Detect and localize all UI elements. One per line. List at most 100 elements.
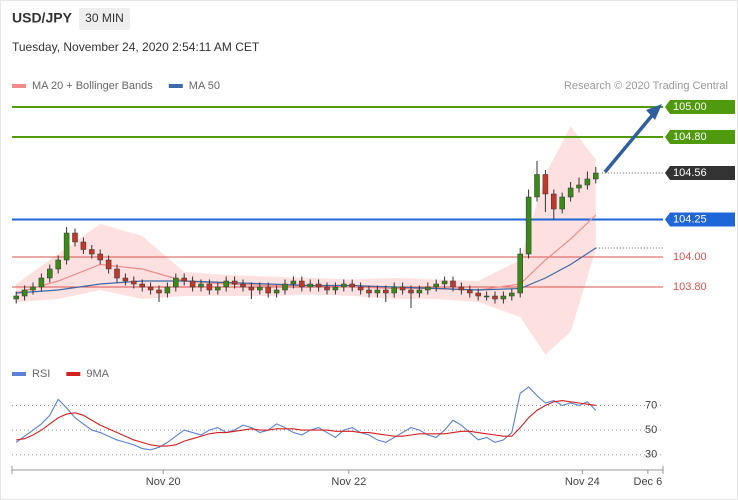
candle-body (55, 259, 61, 270)
forecast-arrow (603, 110, 657, 174)
candle-body (223, 280, 229, 288)
legend-swatch (12, 372, 26, 376)
candle-body (13, 295, 19, 300)
candle-body (408, 289, 414, 294)
candle-body (198, 283, 204, 288)
x-tick-label: Dec 6 (634, 476, 663, 488)
symbol: USD/JPY (12, 10, 73, 26)
level-tag (665, 130, 735, 144)
x-tick-label: Nov 20 (146, 476, 181, 488)
rsi-line (16, 399, 596, 447)
level-label: 104.00 (673, 251, 707, 263)
interval: 30 MIN (85, 11, 124, 25)
candle-body (517, 253, 523, 294)
candle-body (567, 187, 574, 198)
candle-body (467, 289, 473, 294)
candle-body (399, 286, 406, 291)
legend-label: MA 20 + Bollinger Bands (32, 80, 153, 92)
candle-body (475, 292, 481, 297)
candle-body (97, 253, 103, 261)
legend-label: MA 50 (189, 80, 220, 92)
forecast-arrowhead (646, 104, 662, 120)
candle-body (576, 184, 582, 189)
candle-body (374, 289, 381, 294)
candle-body (290, 280, 297, 285)
level-label: 103.80 (673, 281, 707, 293)
candle-body (366, 289, 372, 294)
candle-body (265, 286, 271, 294)
level-label: 104.56 (673, 167, 707, 179)
x-tick-label: Nov 22 (331, 476, 366, 488)
x-tick-label: Nov 24 (565, 476, 600, 488)
candle-body (307, 283, 313, 288)
candle-body (231, 280, 238, 285)
candle-body (273, 289, 280, 294)
candle-body (433, 283, 439, 288)
candle-body (357, 286, 364, 291)
candle-body (299, 280, 305, 288)
candle-body (551, 193, 557, 210)
candle-body (63, 232, 70, 261)
legend-label: 9MA (86, 368, 109, 380)
candle-body (500, 295, 507, 300)
candle-body (21, 289, 28, 297)
candle-body (416, 289, 423, 294)
candle-body (30, 286, 36, 291)
candle-body (441, 280, 448, 285)
candle-body (282, 283, 288, 291)
candle-body (80, 241, 87, 250)
candle-body (89, 249, 95, 255)
candle-body (206, 283, 213, 291)
level-label: 104.25 (673, 213, 707, 225)
legend-swatch (12, 84, 26, 88)
candle-body (215, 286, 221, 291)
y-tick-label: 70 (645, 399, 657, 411)
legend-swatch (66, 372, 81, 376)
bollinger-band (16, 126, 596, 355)
moving-average (16, 247, 597, 294)
candle-body (173, 277, 179, 288)
candle-body (391, 286, 397, 294)
candle-body (72, 232, 78, 243)
timestamp: Tuesday, November 24, 2020 2:54:11 AM CE… (12, 40, 260, 54)
source: Research © 2020 Trading Central (564, 80, 728, 92)
candle-body (341, 283, 347, 288)
level-tag (665, 212, 735, 227)
candle-body (458, 286, 465, 291)
level-label: 104.80 (673, 131, 707, 143)
candle-body (509, 292, 515, 297)
candle-body (105, 259, 112, 270)
candle-body (542, 174, 549, 195)
candle-body (593, 172, 599, 180)
candle-body (332, 286, 339, 291)
candle-body (248, 286, 255, 291)
candle-body (139, 283, 145, 288)
candle-body (492, 295, 498, 300)
candle-body (349, 283, 355, 288)
candle-body (257, 286, 263, 291)
candle-body (559, 196, 565, 210)
y-tick-label: 50 (645, 424, 657, 436)
candle-body (156, 289, 162, 294)
candle-body (324, 286, 330, 291)
y-tick-label: 30 (645, 449, 657, 461)
candle-body (584, 178, 591, 186)
candle-body (315, 283, 322, 288)
moving-average (16, 214, 597, 294)
rsi-line (15, 386, 597, 451)
candle-body (131, 280, 137, 285)
legend-swatch (168, 84, 183, 88)
candle-body (164, 286, 171, 294)
candle-body (47, 268, 53, 279)
interval-box (79, 8, 130, 30)
level-tag (665, 166, 735, 180)
candle-body (383, 289, 389, 294)
candle-body (425, 286, 431, 291)
candle-body (147, 286, 154, 291)
level-tag (665, 100, 735, 114)
candle-body (450, 280, 456, 288)
candle-body (534, 174, 540, 198)
candle-body (38, 277, 45, 288)
candle-body (483, 295, 490, 298)
